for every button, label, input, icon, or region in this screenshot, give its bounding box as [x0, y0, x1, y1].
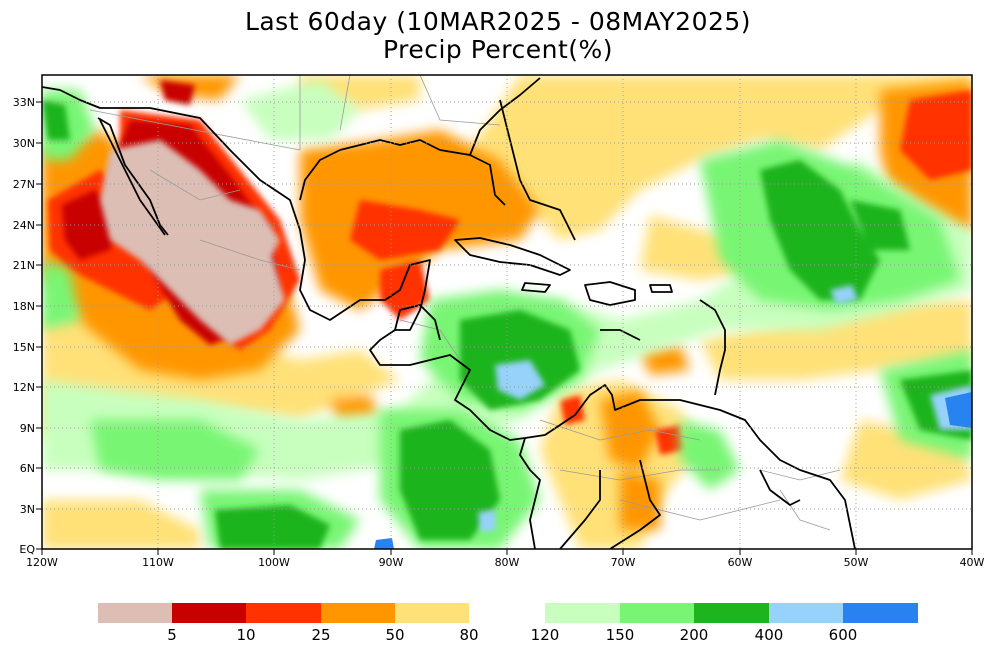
colorbar-label: 120	[530, 626, 560, 644]
lon-label: 80W	[495, 556, 520, 569]
lat-label: 9N	[20, 422, 35, 435]
lon-label: 50W	[844, 556, 869, 569]
map-subtitle: Precip Percent(%)	[382, 35, 614, 64]
colorbar-label: 200	[679, 626, 709, 644]
colorbar-label: 5	[167, 626, 177, 644]
map-title: Last 60day (10MAR2025 - 08MAY2025)	[244, 7, 752, 36]
lon-label: 60W	[728, 556, 753, 569]
lat-label: 30N	[13, 137, 35, 150]
lon-labels: 120W 110W 100W 90W 80W 70W 60W 50W 40W	[26, 556, 984, 569]
lat-labels: 33N 30N 27N 24N 21N 18N 15N 12N 9N 6N 3N…	[13, 96, 36, 556]
colorbar-label: 10	[236, 626, 256, 644]
field-below-5	[100, 140, 285, 345]
colorbar-swatch	[694, 603, 769, 623]
lat-label: EQ	[19, 543, 35, 556]
colorbar-swatch	[769, 603, 843, 623]
grid-lines	[42, 75, 972, 549]
colorbar-swatch	[98, 603, 172, 623]
lon-label: 40W	[960, 556, 985, 569]
colorbar-label: 50	[385, 626, 405, 644]
colorbar-swatch	[172, 603, 246, 623]
colorbar-swatch	[246, 603, 321, 623]
lon-label: 110W	[142, 556, 174, 569]
colorbar-label: 80	[459, 626, 479, 644]
tick-marks	[36, 101, 973, 555]
lat-label: 24N	[13, 219, 35, 232]
lat-label: 21N	[13, 259, 35, 272]
lat-label: 15N	[13, 341, 35, 354]
lat-label: 18N	[13, 300, 35, 313]
colorbar-label: 25	[311, 626, 331, 644]
coastlines	[42, 77, 856, 549]
lat-label: 12N	[13, 381, 35, 394]
colorbar-swatch	[395, 603, 469, 623]
lon-label: 120W	[26, 556, 58, 569]
colorbar-label: 150	[605, 626, 635, 644]
lon-label: 90W	[379, 556, 404, 569]
colorbar	[98, 603, 918, 623]
lat-label: 3N	[20, 503, 35, 516]
colorbar-label: 600	[828, 626, 858, 644]
colorbar-swatch	[620, 603, 694, 623]
colorbar-swatch	[545, 603, 620, 623]
lat-label: 6N	[20, 462, 35, 475]
colorbar-swatch	[321, 603, 395, 623]
field-above-600	[374, 392, 972, 549]
lat-label: 33N	[13, 96, 35, 109]
state-borders	[89, 75, 841, 531]
lat-label: 27N	[13, 178, 35, 191]
lon-label: 100W	[258, 556, 290, 569]
precip-field	[42, 75, 972, 549]
colorbar-label: 400	[754, 626, 784, 644]
lon-label: 70W	[611, 556, 636, 569]
colorbar-swatch	[843, 603, 918, 623]
